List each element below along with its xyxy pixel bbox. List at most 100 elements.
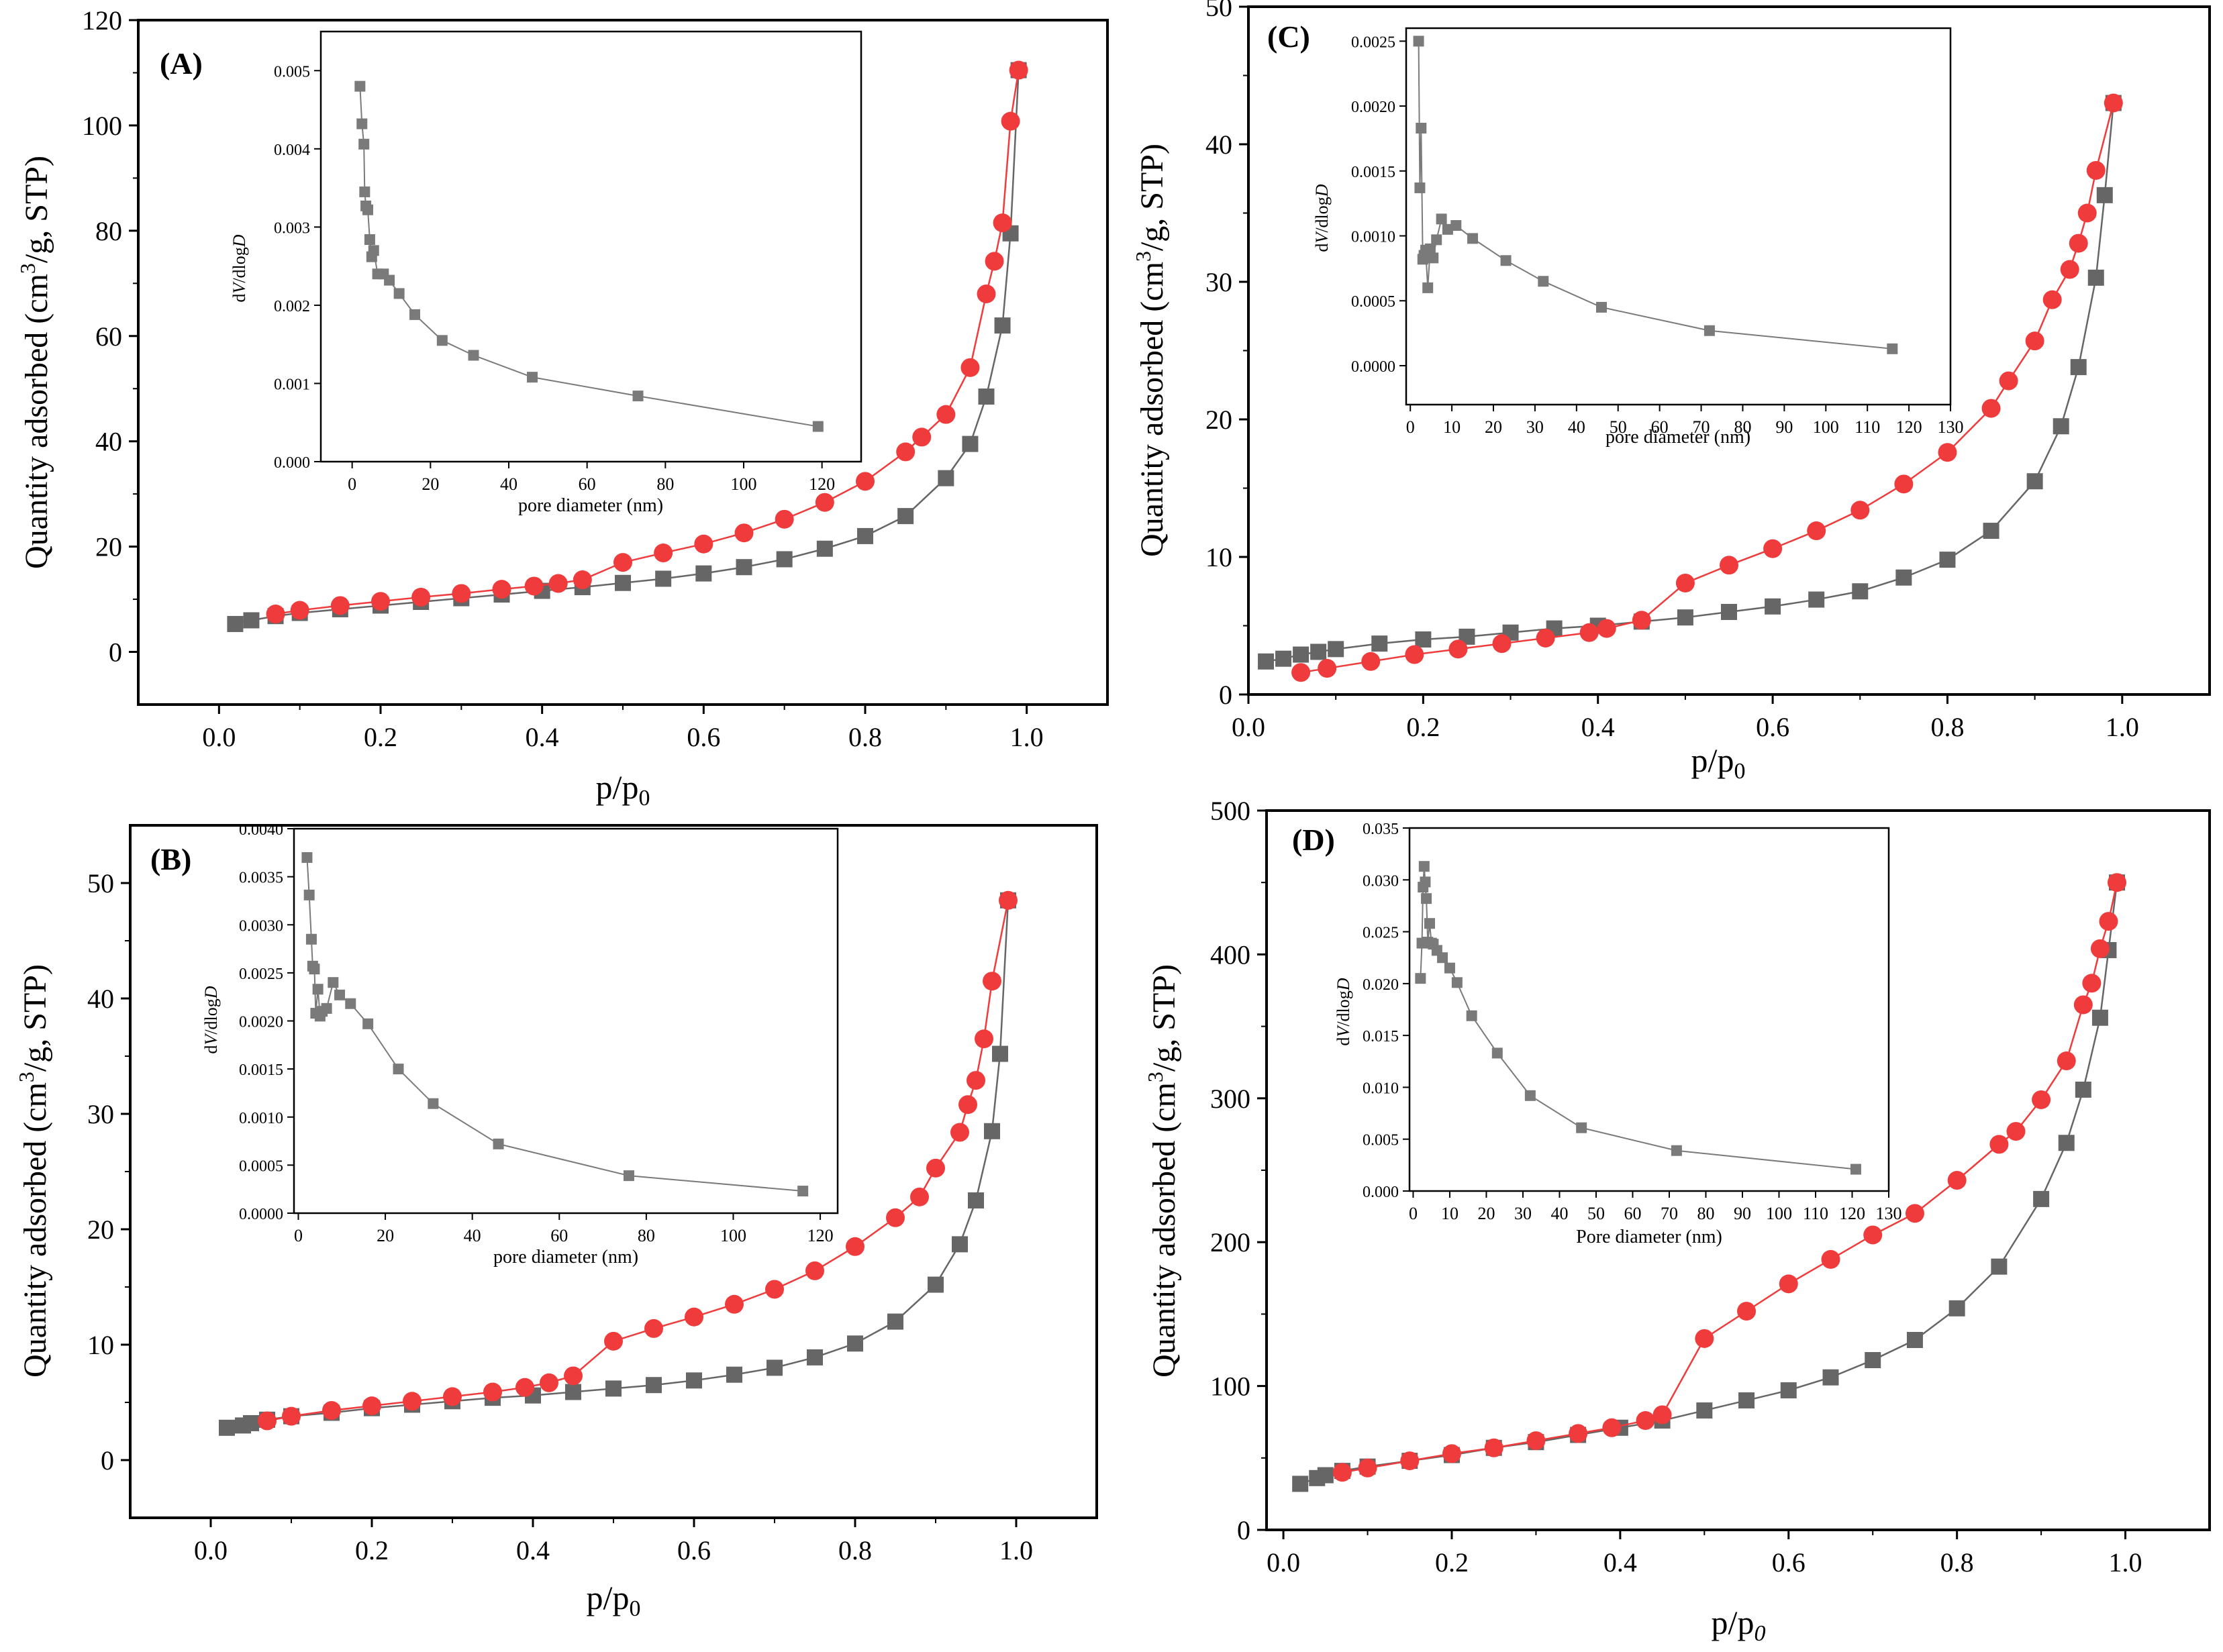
inset-x-tick-label: 10 bbox=[1443, 417, 1461, 437]
x-tick-label: 1.0 bbox=[2109, 1547, 2142, 1578]
desorption-point bbox=[2091, 1009, 2108, 1026]
desorption-point bbox=[1852, 583, 1869, 600]
inset-point bbox=[527, 372, 538, 383]
desorption-point bbox=[1765, 598, 1781, 615]
adsorption-point bbox=[856, 472, 875, 491]
x-axis-label: p/p0 bbox=[596, 768, 650, 811]
inset-x-tick-label: 20 bbox=[1485, 417, 1502, 437]
y-tick-label: 40 bbox=[1205, 130, 1232, 160]
desorption-point bbox=[1275, 650, 1292, 667]
inset-x-tick-label: 80 bbox=[638, 1226, 655, 1245]
y-tick-label: 200 bbox=[1210, 1227, 1250, 1257]
adsorption-point bbox=[912, 427, 932, 447]
inset-point bbox=[1442, 223, 1453, 235]
y-tick-label: 400 bbox=[1210, 939, 1250, 970]
inset-y-axis-label: dV/dlogD bbox=[201, 986, 221, 1053]
adsorption-point bbox=[452, 584, 471, 603]
desorption-point bbox=[2058, 1135, 2075, 1151]
adsorption-point bbox=[644, 1319, 663, 1338]
desorption-point bbox=[695, 565, 712, 582]
adsorption-point bbox=[910, 1187, 929, 1206]
adsorption-point bbox=[1526, 1431, 1546, 1451]
inset-point bbox=[303, 889, 315, 900]
desorption-point bbox=[1738, 1392, 1755, 1409]
inset-point bbox=[1420, 876, 1431, 888]
panel-label: (A) bbox=[160, 46, 203, 81]
adsorption-point bbox=[290, 601, 309, 620]
x-tick-label: 0.0 bbox=[1267, 1547, 1300, 1578]
desorption-point bbox=[2070, 359, 2087, 376]
adsorption-point bbox=[1894, 474, 1914, 494]
adsorption-point bbox=[2104, 93, 2123, 113]
inset-x-tick-label: 30 bbox=[1514, 1204, 1532, 1223]
adsorption-point bbox=[1938, 443, 1957, 462]
inset-point bbox=[1703, 325, 1715, 336]
inset-point bbox=[364, 234, 375, 246]
adsorption-point bbox=[362, 1396, 381, 1416]
inset-point bbox=[359, 186, 370, 197]
desorption-point bbox=[1865, 1352, 1881, 1369]
adsorption-point bbox=[573, 570, 592, 590]
inset-point bbox=[362, 1018, 374, 1029]
adsorption-point bbox=[926, 1158, 945, 1178]
inset-y-axis-label: dV/dlogD bbox=[230, 234, 249, 302]
inset-x-tick-label: 130 bbox=[1938, 417, 1964, 437]
desorption-point bbox=[1939, 552, 1956, 568]
inset-point bbox=[1466, 1010, 1477, 1021]
desorption-point bbox=[1983, 523, 1999, 539]
inset-point bbox=[1424, 918, 1435, 929]
x-tick-label: 0.4 bbox=[1581, 712, 1615, 742]
adsorption-point bbox=[725, 1294, 744, 1314]
inset-point bbox=[468, 350, 479, 361]
adsorption-point bbox=[1737, 1302, 1757, 1321]
y-tick-label: 40 bbox=[87, 984, 114, 1014]
desorption-point bbox=[807, 1349, 823, 1365]
inset-y-tick-label: 0.0015 bbox=[1351, 164, 1395, 181]
adsorption-point bbox=[983, 972, 1001, 991]
x-tick-label: 0.6 bbox=[1756, 712, 1789, 742]
x-tick-label: 0.0 bbox=[194, 1535, 228, 1565]
inset-point bbox=[1451, 977, 1463, 988]
desorption-point bbox=[1696, 1402, 1713, 1419]
adsorption-point bbox=[1569, 1424, 1588, 1443]
x-tick-label: 0.6 bbox=[1772, 1547, 1806, 1578]
inset-y-tick-label: 0.030 bbox=[1363, 872, 1399, 890]
inset-point bbox=[354, 81, 366, 92]
inset-y-tick-label: 0.004 bbox=[274, 142, 310, 159]
inset-x-tick-label: 0 bbox=[294, 1226, 303, 1245]
inset-y-axis-label: dV/dlogD bbox=[1312, 184, 1332, 252]
adsorption-point bbox=[1695, 1329, 1714, 1348]
desorption-point bbox=[962, 435, 979, 452]
inset-point bbox=[362, 204, 373, 215]
inset-point bbox=[1850, 1164, 1861, 1175]
adsorption-point bbox=[2090, 939, 2110, 958]
inset-point bbox=[409, 309, 420, 320]
inset-point bbox=[368, 245, 379, 256]
inset-y-tick-label: 0.020 bbox=[1363, 976, 1399, 994]
x-tick-label: 0.0 bbox=[202, 722, 236, 752]
y-tick-label: 120 bbox=[82, 5, 122, 36]
x-axis-label: p/p0 bbox=[587, 1579, 641, 1621]
inset-x-tick-label: 60 bbox=[579, 474, 596, 494]
inset-axes-frame bbox=[293, 827, 839, 1215]
desorption-point bbox=[1310, 643, 1327, 660]
adsorption-point bbox=[1636, 1411, 1655, 1431]
inset-axes-frame bbox=[319, 30, 862, 463]
inset-point bbox=[393, 288, 405, 299]
inset-x-tick-label: 110 bbox=[1855, 417, 1880, 437]
adsorption-point bbox=[1579, 623, 1599, 642]
inset-point bbox=[1424, 243, 1436, 254]
adsorption-point bbox=[1905, 1204, 1924, 1223]
adsorption-point bbox=[564, 1366, 583, 1386]
adsorption-point bbox=[1358, 1458, 1377, 1478]
desorption-point bbox=[928, 1276, 944, 1293]
inset-point bbox=[321, 1002, 332, 1014]
desorption-point bbox=[968, 1192, 984, 1208]
desorption-point bbox=[1328, 641, 1344, 658]
adsorption-point bbox=[1405, 645, 1424, 664]
adsorption-point bbox=[1442, 1444, 1461, 1463]
x-tick-label: 0.8 bbox=[838, 1535, 872, 1565]
x-tick-label: 0.8 bbox=[1940, 1547, 1974, 1578]
adsorption-point bbox=[1821, 1249, 1840, 1269]
y-tick-label: 50 bbox=[87, 868, 114, 898]
